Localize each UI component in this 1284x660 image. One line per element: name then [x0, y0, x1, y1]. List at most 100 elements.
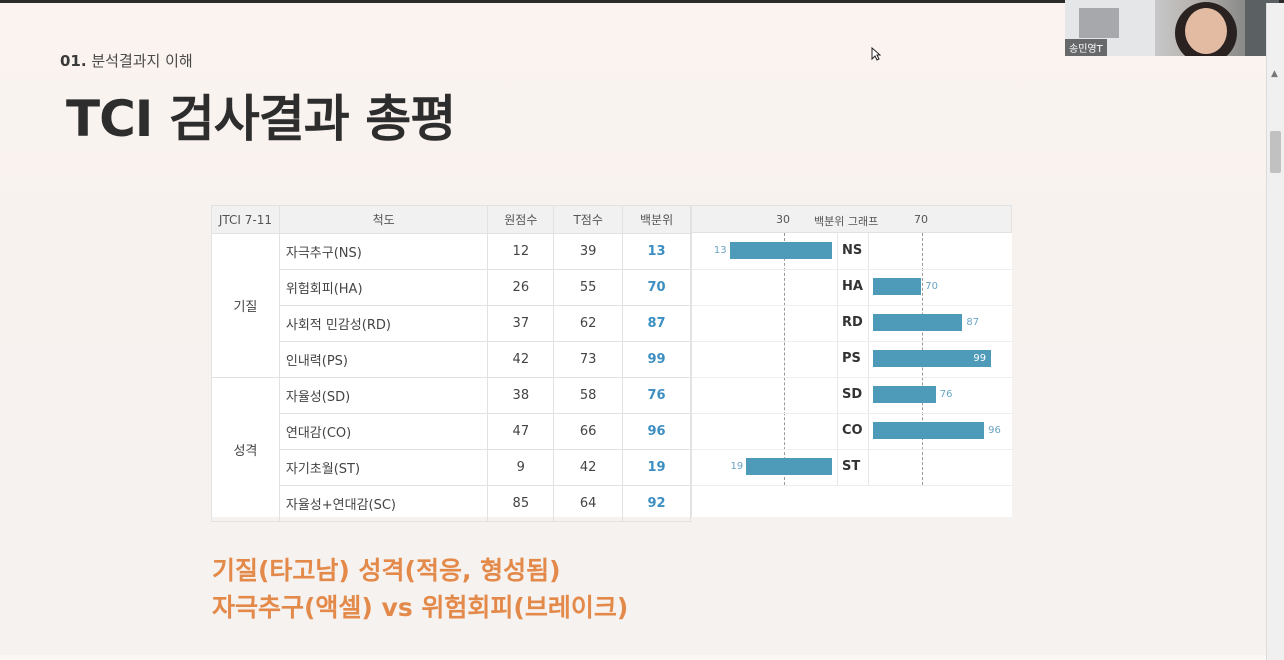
- scale-name: 자기초월(ST): [278, 449, 489, 486]
- percentile-bar: [729, 242, 832, 259]
- window-top-border: [0, 0, 1284, 3]
- percentile: 99: [622, 341, 691, 378]
- scroll-thumb[interactable]: [1270, 131, 1281, 173]
- participant-face: [1185, 8, 1227, 54]
- percentile: 19: [622, 449, 691, 486]
- table-row: 위험회피(HA) 26 55 70: [212, 269, 691, 306]
- percentile: 76: [622, 377, 691, 414]
- raw-score: 85: [487, 485, 555, 522]
- group-temperament: 기질: [211, 233, 280, 378]
- percentile: 96: [622, 413, 691, 450]
- graph-row-divider: [692, 341, 1013, 342]
- table-row: 기질 자극추구(NS) 12 39 13: [211, 233, 691, 378]
- percentile: 87: [622, 305, 691, 342]
- header-percentile: 백분위: [622, 205, 691, 234]
- raw-score: 38: [487, 377, 555, 414]
- graph-row-divider: [692, 413, 1013, 414]
- guide-line-30: [784, 233, 785, 485]
- caption-line-2: 자극추구(액셀) vs 위험회피(브레이크): [212, 593, 629, 622]
- scale-name: 인내력(PS): [278, 341, 489, 378]
- slide-title: TCI 검사결과 총평: [66, 90, 456, 148]
- graph-header: 30 백분위 그래프 70: [691, 205, 1012, 233]
- graph-scale-abbr: SD: [842, 387, 863, 402]
- percentile-bar-label: 96: [988, 425, 1001, 436]
- raw-score: 12: [487, 233, 555, 270]
- percentile-bar: [746, 458, 832, 475]
- percentile: 13: [622, 233, 691, 270]
- graph-row-divider: [692, 485, 1013, 486]
- scale-name: 자극추구(NS): [278, 233, 489, 270]
- t-score: 73: [553, 341, 624, 378]
- graph-row-divider: [692, 305, 1013, 306]
- raw-score: 37: [487, 305, 555, 342]
- graph-center-column: [837, 233, 869, 485]
- raw-score: 26: [487, 269, 555, 306]
- percentile-bar: [873, 422, 985, 439]
- percentile-bar-label: 76: [939, 389, 953, 400]
- webcam-video-tile[interactable]: 송민영T: [1065, 0, 1279, 56]
- graph-row-divider: [692, 449, 1013, 450]
- graph-scale-abbr: HA: [842, 279, 863, 294]
- graph-scale-abbr: ST: [842, 459, 861, 474]
- percentile-bar: [873, 350, 992, 367]
- table-row: 인내력(PS) 42 73 99: [212, 341, 691, 378]
- t-score: 62: [553, 305, 624, 342]
- t-score: 55: [553, 269, 624, 306]
- percentile: 70: [622, 269, 691, 306]
- participant-name-label: 송민영T: [1065, 39, 1107, 56]
- scale-name: 자율성+연대감(SC): [278, 485, 489, 522]
- graph-row-divider: [692, 377, 1013, 378]
- presentation-slide: 01. 분석결과지 이해 TCI 검사결과 총평 JTCI 7-11 척도 원점…: [0, 3, 1266, 655]
- header-raw-score: 원점수: [487, 205, 555, 234]
- vertical-scrollbar[interactable]: ▲: [1266, 3, 1284, 660]
- header-t-score: T점수: [553, 205, 624, 234]
- percentile-bar-label: 87: [966, 317, 980, 328]
- header-scale: 척도: [278, 205, 489, 234]
- table-row: 자율성+연대감(SC) 85 64 92: [212, 485, 691, 522]
- t-score: 64: [553, 485, 624, 522]
- graph-scale-abbr: NS: [842, 243, 863, 258]
- t-score: 42: [553, 449, 624, 486]
- percentile-bar: [873, 386, 936, 403]
- graph-tick-30: 30: [776, 213, 790, 226]
- graph-title: 백분위 그래프: [814, 215, 879, 228]
- graph-scale-abbr: RD: [842, 315, 863, 330]
- tci-result-table: JTCI 7-11 척도 원점수 T점수 백분위 기질 자극추구(NS) 12 …: [211, 205, 1013, 522]
- scroll-up-icon[interactable]: ▲: [1271, 69, 1278, 79]
- table-row: 사회적 민감성(RD) 37 62 87: [212, 305, 691, 342]
- percentile-bar-label: 19: [730, 461, 744, 472]
- table-row: 자기초월(ST) 9 42 19: [212, 449, 691, 486]
- table-row: 연대감(CO) 47 66 96: [212, 413, 691, 450]
- table-row: 성격 자율성(SD) 38 58 76: [211, 377, 691, 522]
- scale-name: 위험회피(HA): [278, 269, 489, 306]
- mouse-cursor-icon: [871, 46, 882, 65]
- header-form: JTCI 7-11: [211, 205, 280, 234]
- table-header-row: JTCI 7-11 척도 원점수 T점수 백분위: [211, 205, 691, 234]
- section-number: 01.: [60, 52, 87, 70]
- percentile-bar: [873, 314, 963, 331]
- percentile-bar-label: 13: [713, 245, 727, 256]
- scale-name: 자율성(SD): [278, 377, 489, 414]
- section-title: 분석결과지 이해: [91, 52, 193, 70]
- graph-tick-70: 70: [914, 213, 928, 226]
- raw-score: 47: [487, 413, 555, 450]
- scale-name: 연대감(CO): [278, 413, 489, 450]
- scale-name: 사회적 민감성(RD): [278, 305, 489, 342]
- graph-scale-abbr: CO: [842, 423, 863, 438]
- percentile-bar-label: 70: [925, 281, 939, 292]
- percentile: 92: [622, 485, 691, 522]
- t-score: 58: [553, 377, 624, 414]
- raw-score: 42: [487, 341, 555, 378]
- caption-line-1: 기질(타고남) 성격(적응, 형성됨): [212, 556, 561, 585]
- t-score: 39: [553, 233, 624, 270]
- percentile-bar: [873, 278, 922, 295]
- percentile-graph: NS 13 HA 70 RD 87 PS 99 SD 76 CO 96 ST 19: [691, 233, 1013, 517]
- t-score: 66: [553, 413, 624, 450]
- graph-scale-abbr: PS: [842, 351, 861, 366]
- group-character: 성격: [211, 377, 280, 522]
- percentile-bar-label: 99: [973, 353, 987, 364]
- section-label: 01. 분석결과지 이해: [60, 50, 193, 71]
- tci-score-table: JTCI 7-11 척도 원점수 T점수 백분위 기질 자극추구(NS) 12 …: [211, 205, 691, 522]
- raw-score: 9: [487, 449, 555, 486]
- graph-row-divider: [692, 269, 1013, 270]
